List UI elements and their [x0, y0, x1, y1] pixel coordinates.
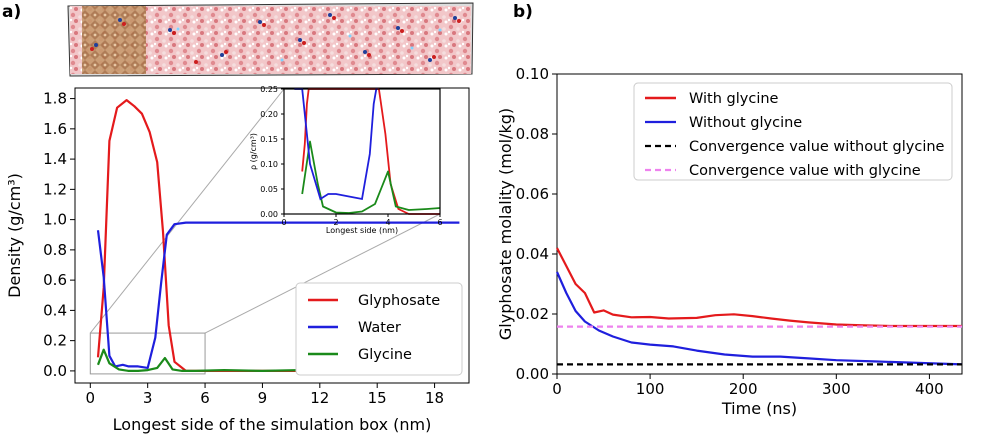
y-tick-label: 0.25: [260, 85, 278, 94]
b-legend: With glycine Without glycine Convergence …: [633, 82, 953, 181]
x-tick-label: 300: [822, 380, 851, 398]
y-tick-label: 0.6: [43, 271, 67, 289]
main-x-axis-label: Longest side of the simulation box (nm): [113, 415, 432, 434]
series-line-without-glycine: [555, 271, 963, 366]
b-x-axis-label: Time (ns): [721, 399, 797, 418]
y-tick-label: 0.2: [43, 332, 67, 350]
molality-time-chart: 0 100 200 300 400 0.00 0.02 0.04 0.06 0.08 0.10 Ti…: [496, 65, 963, 418]
y-tick-label: 0.02: [516, 305, 549, 323]
x-tick-label: 0: [86, 389, 96, 407]
series-line-glycine: [301, 140, 441, 214]
x-tick-label: 0: [281, 218, 286, 227]
y-tick-label: 1.6: [43, 120, 67, 138]
x-tick-label: 18: [425, 389, 444, 407]
x-tick-label: 3: [143, 389, 153, 407]
y-tick-label: 0.00: [516, 365, 549, 383]
y-tick-label: 0.05: [260, 185, 278, 194]
y-tick-label: 0.4: [43, 301, 67, 319]
x-tick-label: 100: [636, 380, 665, 398]
legend-label-water: Water: [358, 320, 401, 336]
legend-label-without-glycine: Without glycine: [689, 115, 802, 131]
series-line-water: [96, 221, 460, 369]
x-tick-label: 4: [385, 218, 390, 227]
x-tick-label: 0: [552, 380, 562, 398]
x-tick-label: 12: [310, 389, 329, 407]
y-tick-label: 0.15: [260, 135, 278, 144]
b-y-axis-label: Glyphosate molality (mol/kg): [496, 108, 515, 340]
y-tick-label: 0.08: [516, 125, 549, 143]
simulation-box-snapshot: [67, 2, 474, 77]
y-tick-label: 1.8: [43, 90, 67, 108]
legend-label-convergence-value-without-glycine: Convergence value without glycine: [689, 139, 945, 155]
y-tick-label: 0.20: [260, 110, 278, 119]
y-tick-label: 0.10: [260, 160, 278, 169]
panel-b-label: b): [513, 2, 533, 22]
main-legend: Glyphosate Water Glycine: [295, 282, 463, 376]
series-line-water: [294, 88, 378, 201]
density-inset-chart: 0 2 4 6 0.00 0.05 0.10 0.15 0.20 0.25 Longest sid…: [249, 85, 443, 235]
series-line-with-glycine: [556, 247, 962, 328]
inset-y-axis-label: ρ (g/cm³): [249, 133, 258, 170]
inset-x-axis-label: Longest side (nm): [326, 226, 398, 235]
zoom-region-box: [89, 332, 206, 375]
y-tick-label: 0.04: [516, 245, 549, 263]
y-tick-label: 0.8: [43, 241, 67, 259]
y-tick-label: 1.2: [43, 180, 67, 198]
panel-a-label: a): [2, 2, 21, 22]
x-tick-label: 2: [333, 218, 338, 227]
x-tick-label: 6: [437, 218, 442, 227]
x-tick-label: 6: [200, 389, 210, 407]
y-tick-label: 1.0: [43, 211, 67, 229]
y-tick-label: 0.06: [516, 185, 549, 203]
legend-label-glyphosate: Glyphosate: [358, 293, 440, 309]
x-tick-label: 400: [915, 380, 944, 398]
y-tick-label: 0.00: [260, 210, 278, 219]
y-tick-label: 1.4: [43, 150, 67, 168]
legend-label-glycine: Glycine: [358, 347, 412, 363]
y-tick-label: 0.0: [43, 362, 67, 380]
y-tick-label: 0.10: [516, 65, 549, 83]
x-tick-label: 15: [368, 389, 387, 407]
density-profile-chart: 0 3 6 9 12 15 18 0.0 0.2 0.4 0.6 0.8 1.0 1.2 1.4 1.6 1.8…: [5, 87, 470, 434]
x-tick-label: 9: [258, 389, 268, 407]
zoom-connector-lines: [89, 88, 441, 334]
x-tick-label: 200: [729, 380, 758, 398]
main-y-axis-label: Density (g/cm³): [5, 173, 24, 298]
legend-label-with-glycine: With glycine: [689, 91, 779, 107]
legend-label-convergence-value-with-glycine: Convergence value with glycine: [689, 163, 921, 179]
